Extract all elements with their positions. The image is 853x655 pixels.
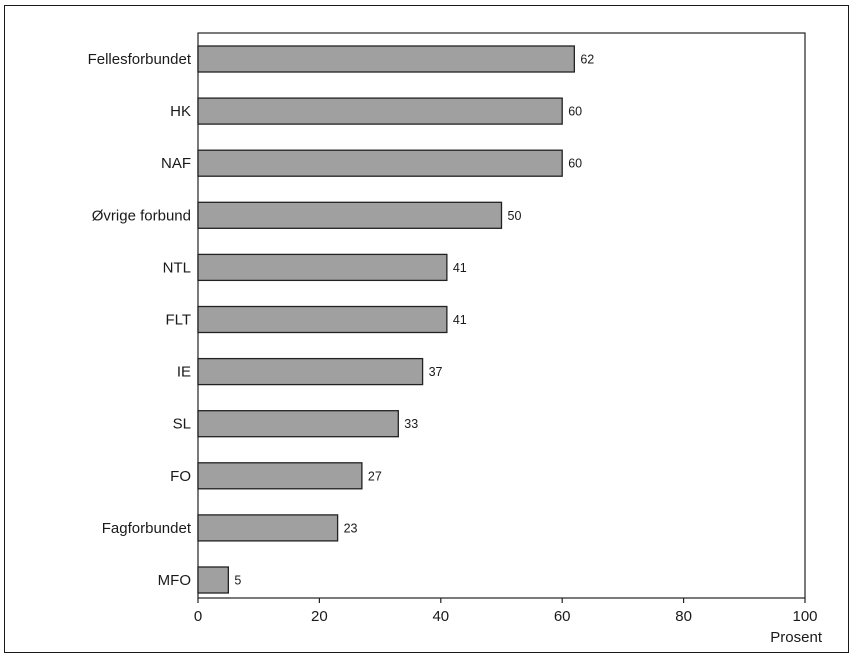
value-label-10: 5 (234, 574, 241, 588)
value-label-4: 41 (453, 261, 467, 275)
x-tick-label-3: 60 (554, 608, 571, 625)
x-tick-label-2: 40 (432, 608, 449, 625)
bar-9 (197, 514, 339, 542)
x-tick-label-4: 80 (675, 608, 692, 625)
x-tick-label-5: 100 (792, 608, 817, 625)
category-label-0: Fellesforbundet (88, 51, 192, 68)
x-tick-label-1: 20 (311, 608, 328, 625)
bar-10 (197, 566, 230, 594)
x-tick-label-0: 0 (194, 608, 202, 625)
value-label-7: 33 (404, 417, 418, 431)
category-label-1: HK (170, 103, 191, 120)
value-label-5: 41 (453, 313, 467, 327)
value-label-3: 50 (508, 209, 522, 223)
bar-0 (197, 45, 575, 73)
bar-5 (197, 305, 448, 334)
value-label-1: 60 (568, 105, 582, 119)
value-label-0: 62 (580, 53, 594, 67)
category-label-2: NAF (161, 155, 191, 172)
category-label-3: Øvrige forbund (92, 207, 191, 224)
category-label-6: IE (177, 364, 191, 381)
category-label-4: NTL (163, 259, 191, 276)
category-label-9: Fagforbundet (102, 520, 192, 537)
bar-6 (197, 357, 424, 386)
category-label-7: SL (173, 416, 191, 433)
category-label-5: FLT (165, 312, 191, 329)
bar-7 (197, 410, 399, 438)
value-label-2: 60 (568, 157, 582, 171)
x-axis-label: Prosent (770, 629, 823, 646)
value-label-9: 23 (344, 521, 358, 535)
chart-frame (4, 5, 849, 653)
bar-8 (197, 462, 363, 490)
category-label-10: MFO (158, 572, 191, 589)
bar-3 (197, 201, 503, 229)
bar-4 (197, 253, 448, 282)
value-label-6: 37 (429, 365, 443, 379)
category-label-8: FO (170, 468, 191, 485)
bar-1 (197, 97, 563, 125)
bar-2 (197, 149, 563, 177)
value-label-8: 27 (368, 469, 382, 483)
